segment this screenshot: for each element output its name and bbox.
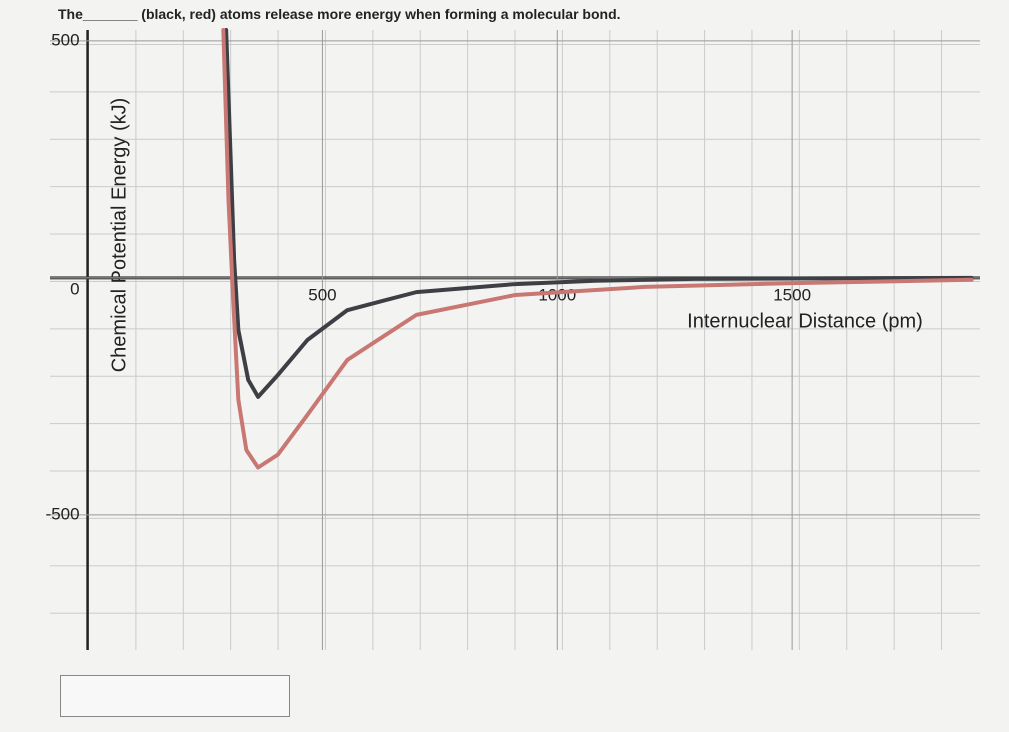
x-tick-label: 1500 — [773, 285, 811, 304]
grid-background — [50, 30, 980, 650]
x-tick-label: 500 — [308, 285, 336, 304]
energy-curve — [221, 28, 974, 470]
question-text: The_______ (black, red) atoms release mo… — [58, 6, 621, 22]
y-tick-label: 0 — [70, 279, 79, 298]
x-axis-title: Internuclear Distance (pm) — [687, 310, 923, 332]
answer-box[interactable] — [60, 675, 290, 717]
energy-curve — [224, 28, 974, 399]
y-tick-label: -500 — [46, 504, 80, 523]
y-tick-label: 500 — [51, 30, 79, 49]
y-axis-title: Chemical Potential Energy (kJ) — [108, 98, 130, 373]
